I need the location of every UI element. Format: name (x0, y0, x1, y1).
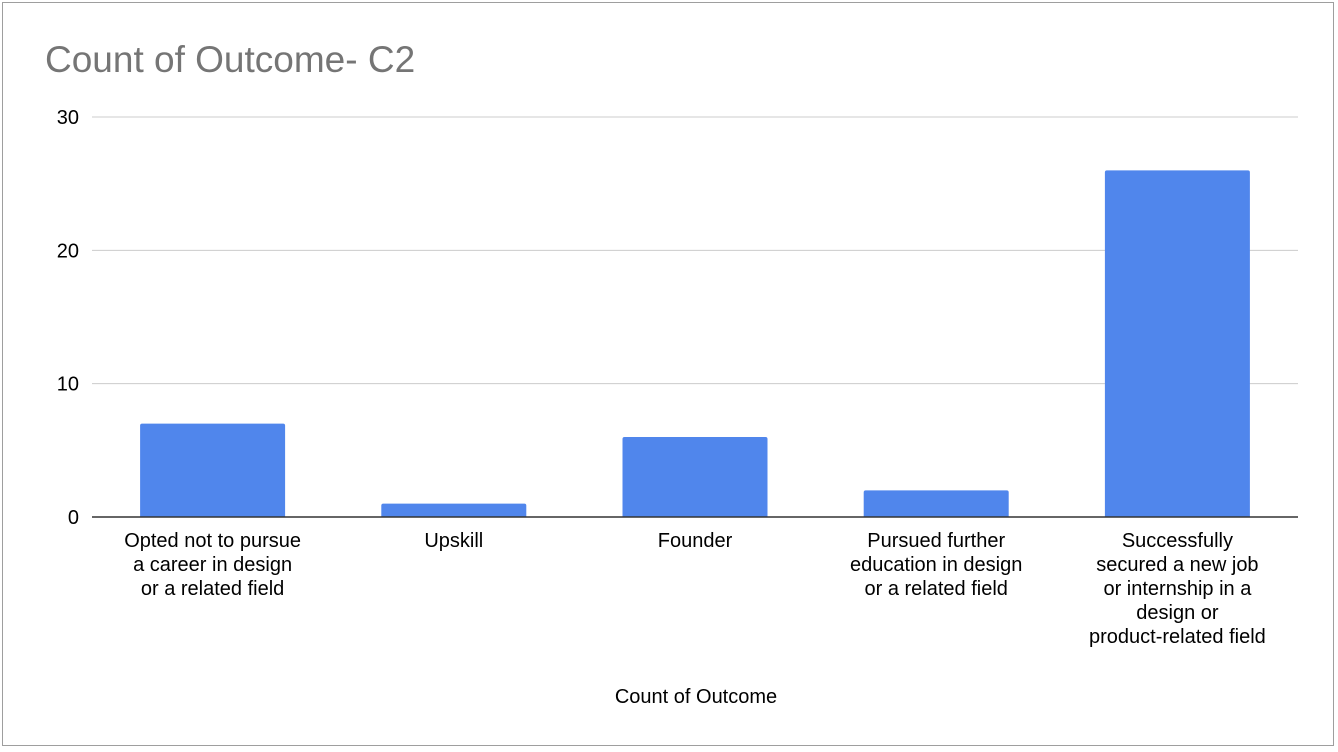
bar-1[interactable] (381, 503, 527, 517)
x-category-label: Pursued further education in design or a r… (850, 530, 1022, 600)
y-tick-label: 10 (57, 374, 79, 396)
chart-title: Count of Outcome- C2 (45, 39, 416, 80)
x-category-label: Upskill (424, 530, 483, 552)
bar-4[interactable] (1104, 170, 1250, 518)
x-category-label: Opted not to pursue a career in design or … (124, 530, 301, 600)
y-tick-label: 20 (57, 240, 79, 262)
x-axis-title: Count of Outcome (615, 686, 777, 708)
bar-3[interactable] (863, 490, 1009, 517)
y-tick-label: 0 (68, 507, 79, 529)
bar-2[interactable] (622, 437, 768, 517)
bar-0[interactable] (140, 423, 286, 517)
y-tick-label: 30 (57, 107, 79, 129)
x-category-label: Successfully secured a new job or internsh… (1089, 530, 1266, 648)
x-category-label: Founder (658, 530, 733, 552)
